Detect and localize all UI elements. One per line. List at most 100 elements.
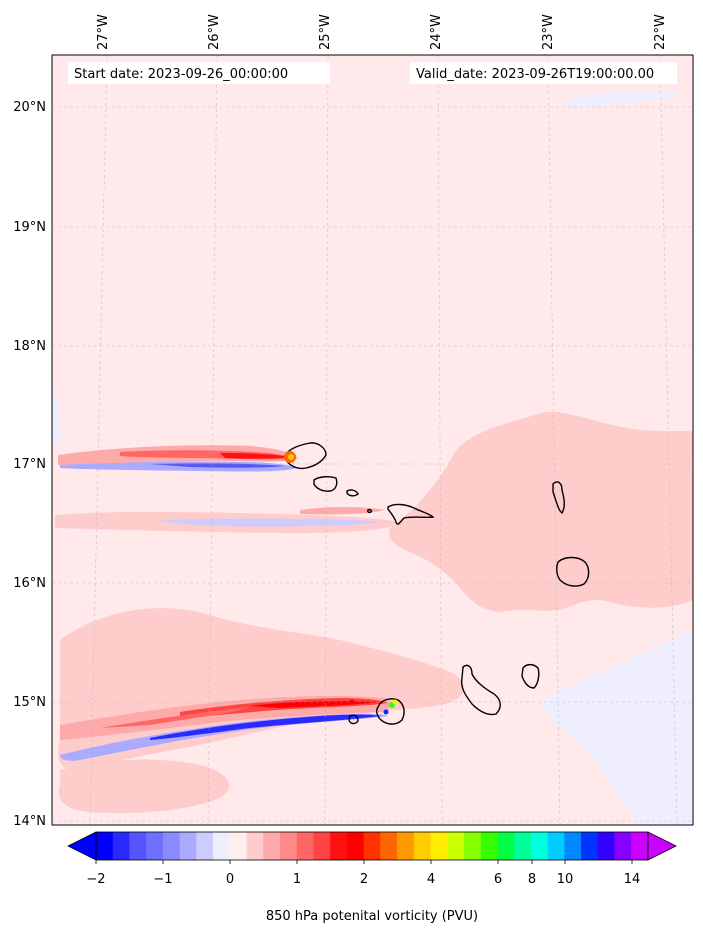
colorbar-swatch [380,832,398,860]
lat-tick-label: 16°N [13,576,46,591]
island-santa-luzia [346,489,359,497]
colorbar-swatch [263,832,281,860]
pv-streak-south-positive-core [250,701,380,708]
colorbar-swatch [229,832,248,860]
colorbar-swatch [112,832,130,860]
colorbar-label: 850 hPa potenital vorticity (PVU) [266,909,478,924]
pv-region-south-west [58,608,464,771]
colorbar-swatch [330,832,348,860]
colorbar [67,831,677,864]
colorbar-tick-label: 4 [427,872,435,887]
colorbar-swatch [213,832,231,860]
lon-tick-label: 23°W [541,14,556,50]
lat-tick-labels: 20°N 19°N 18°N 17°N 16°N 15°N 14°N [13,100,46,829]
lon-tick-label: 26°W [207,14,222,50]
lon-tick-label: 25°W [318,14,333,50]
island-santiago [460,664,501,716]
colorbar-swatch [464,832,482,860]
colorbar-swatch [313,832,331,860]
colorbar-swatch [631,832,649,860]
colorbar-swatch [280,832,298,860]
pv-streak-south-red-band [100,707,250,728]
lon-tick-labels: 27°W 26°W 25°W 24°W 23°W 22°W [96,14,668,50]
colorbar-tick-label: 0 [226,872,234,887]
lon-tick-label: 22°W [653,14,668,50]
hotspot-fogo-red [349,699,355,705]
colorbar-swatch [129,832,147,860]
colorbar-swatch [162,832,181,860]
colorbar-tick-label: 14 [624,872,641,887]
map-panel [52,55,693,825]
island-raso [367,508,372,514]
lat-tick-label: 19°N [13,220,46,235]
lat-tick-label: 14°N [13,814,46,829]
start-date-text: Start date: 2023-09-26_00:00:00 [74,67,288,82]
colorbar-swatch [96,832,114,860]
start-date-box [68,62,330,84]
colorbar-tick-label: 10 [557,872,574,887]
colorbar-swatch [597,832,616,860]
colorbar-tick-label: −1 [153,872,172,887]
pv-streak-north-negative-core [150,463,285,468]
gridlines [52,55,693,825]
lat-tick-label: 17°N [13,457,46,472]
colorbar-swatch [480,832,498,860]
colorbar-tick-label: −2 [86,872,105,887]
pv-negative-southeast [543,630,693,825]
lat-tick-label: 15°N [13,695,46,710]
island-fogo [375,698,405,725]
colorbar-tick-label: 6 [494,872,502,887]
colorbar-swatch [514,832,532,860]
lat-tick-label: 20°N [13,100,46,115]
pv-negative-north [560,90,680,107]
pv-streak-middle-negative [160,518,380,527]
colorbar-swatch [581,832,599,860]
lon-tick-label: 24°W [429,14,444,50]
pv-hotspots [284,451,398,715]
island-maio [521,663,540,689]
map-frame [51,54,694,826]
pv-streak-middle-positive [300,507,385,515]
island-sal [552,481,565,515]
colorbar-tick-label: 8 [528,872,536,887]
pv-region-south-west-lower [58,759,230,814]
lat-tick-label: 18°N [13,339,46,354]
island-sao-vicente [313,475,338,492]
hotspot-santo-antao-inner [288,454,294,460]
island-sao-nicolau [387,503,435,525]
colorbar-tick-label: 2 [360,872,368,887]
colorbar-extend-min [67,831,97,861]
colorbar-swatch [413,832,432,860]
colorbar-swatch [179,832,197,860]
lon-tick-label: 27°W [96,14,111,50]
colorbar-swatch [547,832,565,860]
colorbar-swatch [397,832,415,860]
pv-streak-north-positive-core [220,453,290,459]
colorbar-swatch [196,832,214,860]
colorbar-swatch [564,832,582,860]
pv-streak-south-negative-core [150,714,380,740]
colorbar-swatch [530,832,549,860]
island-brava [348,714,359,725]
colorbar-tick-labels: −2 −1 0 1 2 4 6 8 10 14 [86,872,640,887]
coastlines [284,442,590,725]
island-boa-vista [555,556,590,587]
island-santo-antao [284,442,327,470]
colorbar-swatch [430,832,448,860]
valid-date-text: Valid_date: 2023-09-26T19:00:00.00 [416,67,654,82]
colorbar-swatch [363,832,381,860]
pv-negative-west-edge [52,390,61,445]
colorbar-swatch [447,832,465,860]
colorbar-swatch [246,832,264,860]
colorbar-frame [95,831,649,861]
colorbar-extend-max [647,831,677,861]
valid-date-box [410,62,677,84]
colorbar-swatch [146,832,164,860]
colorbar-swatch [346,832,365,860]
colorbar-swatch [497,832,515,860]
hotspot-fogo-blue [383,709,389,715]
colorbar-swatch [614,832,632,860]
colorbar-tick-label: 1 [293,872,301,887]
hotspot-fogo-yellow [392,699,398,705]
